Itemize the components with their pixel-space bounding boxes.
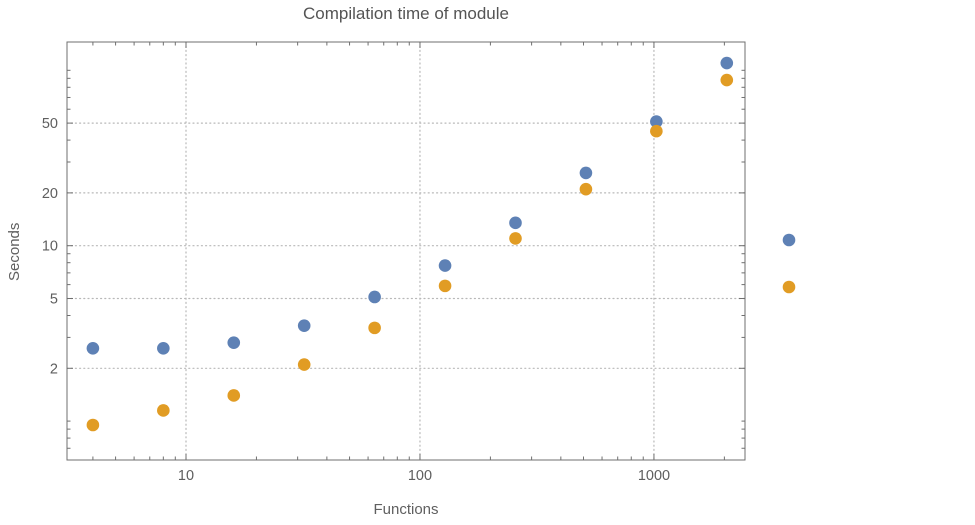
legend-marker-1 — [782, 233, 796, 247]
x-axis-label: Functions — [373, 501, 439, 518]
data-point-blue — [650, 115, 663, 128]
data-point-blue — [579, 166, 593, 180]
x-tick-label: 10 — [178, 468, 194, 484]
y-tick-label: 2 — [50, 361, 58, 377]
data-point-blue — [368, 290, 381, 304]
y-tick-label: 5 — [50, 291, 58, 307]
data-point-orange — [720, 73, 734, 87]
data-point-blue — [297, 319, 311, 332]
data-point-orange — [368, 321, 381, 335]
data-point-orange — [227, 389, 241, 402]
data-point-blue — [509, 216, 522, 230]
data-point-orange — [297, 358, 311, 371]
data-point-orange — [579, 182, 593, 196]
plot-frame — [66, 41, 746, 461]
data-point-orange — [438, 279, 452, 293]
data-point-blue — [227, 336, 241, 349]
y-axis-label: Seconds — [6, 222, 23, 281]
data-point-blue — [157, 342, 170, 355]
data-point-orange — [650, 124, 663, 138]
data-point-orange — [509, 232, 522, 245]
data-point-orange — [86, 418, 100, 432]
data-point-orange — [157, 404, 170, 417]
x-tick-label: 1000 — [638, 468, 670, 484]
legend-marker-2 — [782, 280, 796, 294]
data-point-blue — [720, 56, 734, 70]
y-tick-label: 10 — [42, 239, 58, 255]
data-point-blue — [438, 259, 452, 272]
data-point-blue — [86, 342, 100, 355]
y-tick-label: 50 — [42, 116, 58, 132]
chart-title: Compilation time of module — [303, 4, 509, 23]
y-tick-label: 20 — [42, 186, 58, 202]
x-tick-label: 100 — [408, 468, 432, 484]
